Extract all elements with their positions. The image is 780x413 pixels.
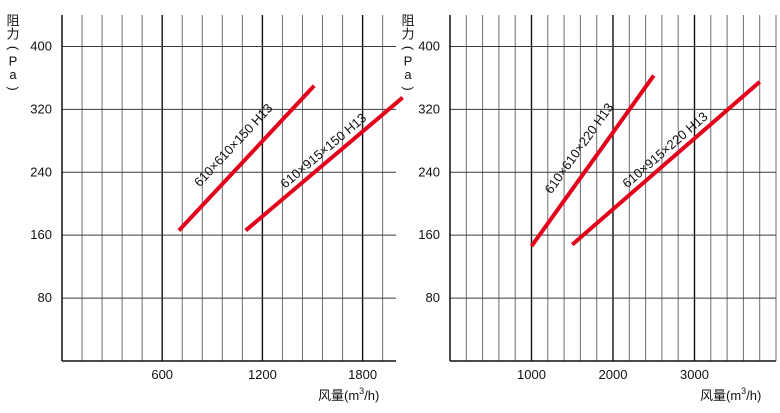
y-tick-label: 400 [418, 38, 440, 53]
y-axis-label-char: ) [6, 86, 21, 90]
series-label: 610×915×220 H13 [619, 109, 710, 191]
y-axis-label-char: P [404, 54, 413, 69]
y-axis-label-char: a [9, 67, 17, 82]
y-axis-label-char: 力 [401, 27, 414, 42]
x-axis-label-main: 风量(m [700, 388, 741, 403]
y-axis-label-char: 力 [6, 27, 19, 42]
y-tick-label: 160 [30, 227, 52, 242]
x-tick-label: 3000 [680, 367, 709, 382]
y-tick-label: 400 [30, 38, 52, 53]
chart-left: 80 160 240 320 400 600 1200 1800 阻力 ( Pa) 风量(m3/h) 6… [6, 13, 404, 403]
series-label: 610×915×150 H13 [277, 110, 369, 191]
x-axis-label-tail: /h) [364, 388, 379, 403]
series-line [570, 80, 762, 247]
series-line [177, 84, 316, 232]
y-axis-label-char: ( [6, 46, 21, 51]
y-tick-label: 320 [418, 101, 440, 116]
y-axis-label-char: 阻 [6, 13, 19, 28]
series-line [244, 96, 404, 232]
x-tick-label: 1800 [348, 367, 377, 382]
x-axis-label-main: 风量(m [318, 388, 359, 403]
x-axis-label-superscript: 3 [359, 386, 364, 396]
x-axis-label-superscript: 3 [741, 386, 746, 396]
x-axis-label: 风量(m3/h) [318, 386, 379, 403]
x-tick-label: 1000 [517, 367, 546, 382]
y-axis-label-char: ( [401, 46, 416, 51]
y-tick-label: 160 [418, 227, 440, 242]
x-axis-label: 风量(m3/h) [700, 386, 761, 403]
y-tick-label: 240 [30, 164, 52, 179]
y-axis-label-char: a [404, 67, 412, 82]
x-axis-label-tail: /h) [746, 388, 761, 403]
y-tick-label: 320 [30, 101, 52, 116]
x-tick-label: 1200 [248, 367, 277, 382]
series-line [529, 74, 656, 248]
x-tick-label: 2000 [599, 367, 628, 382]
y-axis-label-char: 阻 [401, 13, 414, 28]
y-tick-label: 80 [426, 290, 440, 305]
x-tick-label: 600 [151, 367, 173, 382]
chart-right: 80 160 240 320 400 1000 2000 3000 阻力 ( Pa) 风量(m3/h)… [401, 13, 777, 403]
y-tick-label: 240 [418, 164, 440, 179]
y-tick-label: 80 [38, 290, 52, 305]
y-axis-label-char: P [9, 54, 18, 69]
y-axis-label-char: ) [401, 86, 416, 90]
